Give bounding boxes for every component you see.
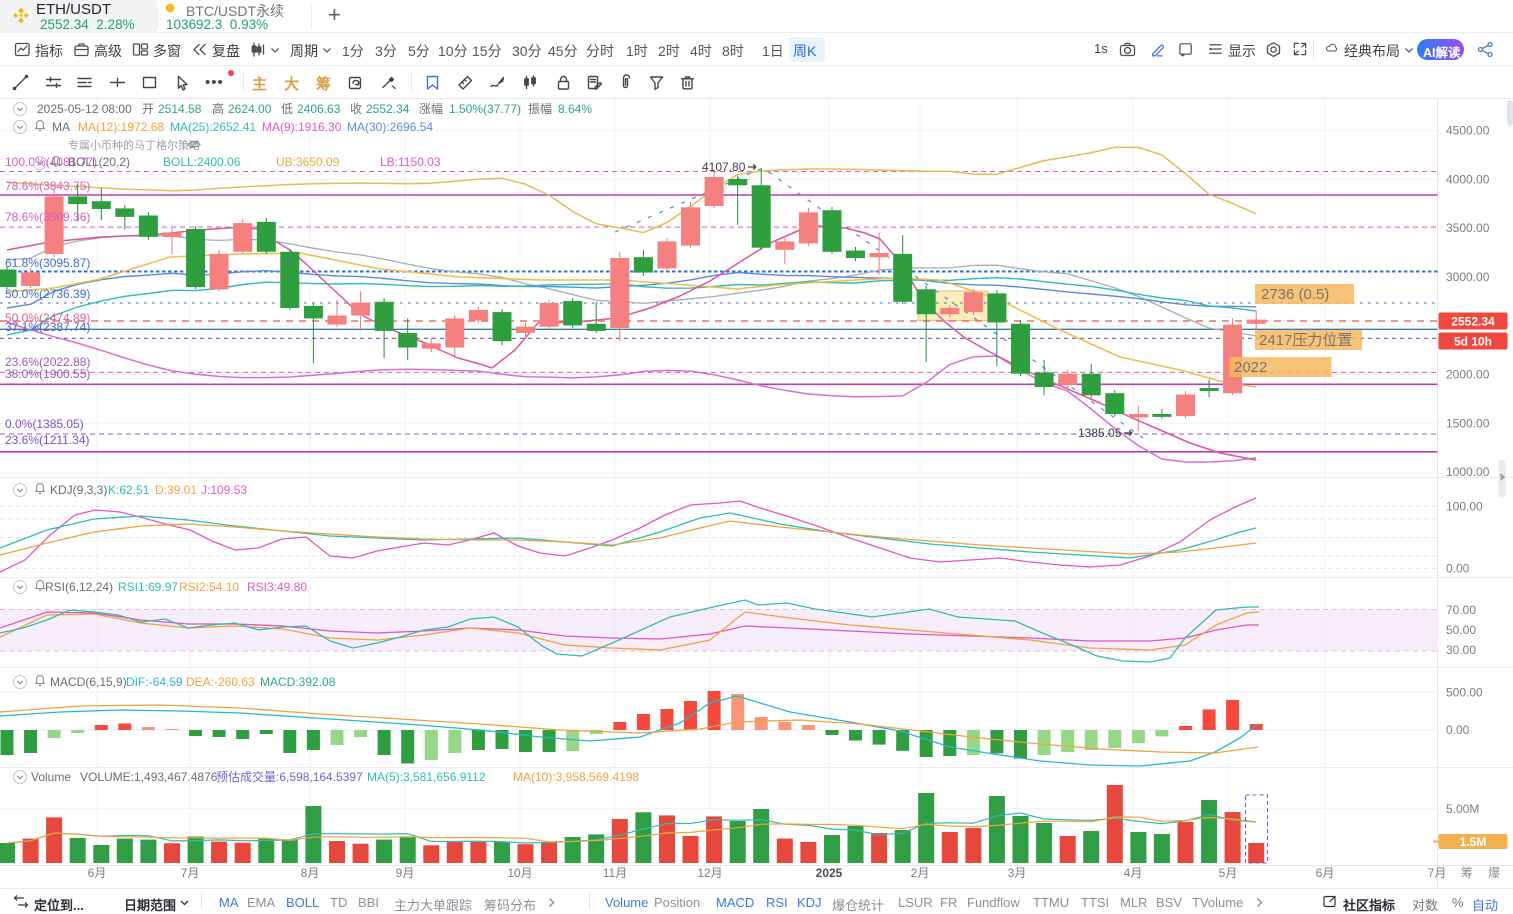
svg-text:8.64%: 8.64%: [558, 102, 592, 116]
svg-text:2417压力位置: 2417压力位置: [1259, 332, 1352, 349]
svg-text:8月: 8月: [301, 866, 320, 880]
svg-text:爆: 爆: [1488, 866, 1500, 880]
svg-text:BOLL(20,2): BOLL(20,2): [68, 155, 130, 169]
svg-text:低: 低: [281, 102, 293, 116]
svg-text:4500.00: 4500.00: [1446, 124, 1490, 138]
svg-text:2025: 2025: [816, 866, 843, 880]
svg-text:3000.00: 3000.00: [1446, 270, 1490, 284]
svg-text:50.0%(2736.39): 50.0%(2736.39): [5, 287, 90, 301]
svg-text:12月: 12月: [697, 866, 722, 880]
svg-text:MA(5):3,581,656.9112: MA(5):3,581,656.9112: [367, 770, 486, 784]
svg-text:RSI1:69.97: RSI1:69.97: [118, 580, 178, 594]
svg-text:2406.63: 2406.63: [297, 102, 341, 116]
svg-text:4107.80: 4107.80: [702, 160, 746, 174]
svg-text:0.00: 0.00: [1446, 723, 1470, 737]
svg-text:2514.58: 2514.58: [158, 102, 202, 116]
svg-text:5月: 5月: [1219, 866, 1238, 880]
svg-text:0.00: 0.00: [1446, 562, 1470, 576]
svg-text:38.0%(1900.55): 38.0%(1900.55): [5, 367, 90, 381]
svg-text:70.00: 70.00: [1446, 603, 1476, 617]
svg-text:K:62.51: K:62.51: [108, 483, 150, 497]
svg-text:23.6%(1211.34): 23.6%(1211.34): [5, 433, 90, 447]
svg-text:1385.05: 1385.05: [1078, 426, 1122, 440]
svg-text:1.50%(37.77): 1.50%(37.77): [449, 102, 521, 116]
svg-text:9月: 9月: [396, 866, 415, 880]
svg-text:0.0%(1385.05): 0.0%(1385.05): [5, 417, 84, 431]
svg-text:5.00M: 5.00M: [1446, 802, 1479, 816]
svg-text:100.00: 100.00: [1446, 500, 1483, 514]
svg-text:VOLUME:1,493,467.4876: VOLUME:1,493,467.4876: [80, 770, 218, 784]
svg-text:J:109.53: J:109.53: [201, 483, 247, 497]
svg-text:23.6%(2022.88): 23.6%(2022.88): [5, 355, 90, 369]
svg-text:2552.34: 2552.34: [1451, 315, 1495, 329]
svg-text:2552.34: 2552.34: [366, 102, 410, 116]
svg-text:4月: 4月: [1124, 866, 1143, 880]
svg-text:1000.00: 1000.00: [1446, 465, 1490, 479]
svg-text:MA(10):3,958,569.4198: MA(10):3,958,569.4198: [513, 770, 639, 784]
svg-text:30.00: 30.00: [1446, 643, 1476, 657]
svg-text:UB:3650.09: UB:3650.09: [276, 155, 340, 169]
svg-text:MA(30):2696.54: MA(30):2696.54: [347, 120, 433, 134]
svg-text:开: 开: [142, 102, 154, 116]
svg-text:MA(12):1972.68: MA(12):1972.68: [78, 120, 164, 134]
svg-text:2月: 2月: [911, 866, 930, 880]
svg-text:专属小币种的马丁格尔策略: 专属小币种的马丁格尔策略: [68, 138, 200, 152]
svg-text:50.00: 50.00: [1446, 623, 1476, 637]
svg-text:37.1%(2387.74): 37.1%(2387.74): [5, 320, 90, 334]
svg-text:1.5M: 1.5M: [1460, 835, 1487, 849]
svg-text:5d 10h: 5d 10h: [1454, 335, 1492, 349]
svg-text:2000.00: 2000.00: [1446, 368, 1490, 382]
svg-text:MACD:392.08: MACD:392.08: [260, 675, 336, 689]
svg-text:6月: 6月: [1316, 866, 1335, 880]
svg-text:78.6%(3843.75): 78.6%(3843.75): [5, 179, 90, 193]
svg-text:6月: 6月: [88, 866, 107, 880]
svg-text:高: 高: [212, 101, 224, 116]
svg-text:涨幅: 涨幅: [419, 101, 443, 116]
svg-text:RSI(6,12,24): RSI(6,12,24): [45, 580, 113, 594]
svg-text:2022: 2022: [1234, 359, 1267, 376]
svg-text:收: 收: [350, 102, 362, 116]
svg-text:MA(9):1916.30: MA(9):1916.30: [262, 120, 342, 134]
svg-text:MA: MA: [52, 120, 70, 134]
svg-text:61.8%(3095.87): 61.8%(3095.87): [5, 256, 90, 270]
svg-text:50.0%(2474.89): 50.0%(2474.89): [5, 311, 90, 325]
svg-text:D:39.01: D:39.01: [155, 483, 197, 497]
svg-text:DEA:-260.63: DEA:-260.63: [186, 675, 255, 689]
svg-text:Volume: Volume: [31, 770, 71, 784]
svg-text:KDJ(9,3,3): KDJ(9,3,3): [50, 483, 107, 497]
svg-text:4000.00: 4000.00: [1446, 172, 1490, 186]
svg-text:11月: 11月: [603, 866, 627, 880]
svg-text:78.6%(3509.36): 78.6%(3509.36): [5, 210, 90, 224]
svg-text:振幅: 振幅: [528, 101, 552, 116]
svg-text:MA(25):2652.41: MA(25):2652.41: [170, 120, 256, 134]
svg-text:RSI2:54.10: RSI2:54.10: [179, 580, 239, 594]
svg-text:3月: 3月: [1008, 866, 1027, 880]
svg-text:预估成交量:6,598,164.5397: 预估成交量:6,598,164.5397: [216, 769, 363, 784]
svg-text:LB:1150.03: LB:1150.03: [380, 155, 441, 169]
svg-text:MACD(6,15,9): MACD(6,15,9): [50, 675, 127, 689]
svg-text:500.00: 500.00: [1446, 685, 1483, 699]
svg-text:7月: 7月: [181, 866, 200, 880]
svg-text:2025-05-12 08:00: 2025-05-12 08:00: [37, 102, 132, 116]
svg-text:10月: 10月: [507, 866, 532, 880]
svg-text:3500.00: 3500.00: [1446, 221, 1490, 235]
svg-text:7月: 7月: [1428, 866, 1447, 880]
svg-text:2736 (0.5): 2736 (0.5): [1261, 286, 1329, 303]
svg-text:100.0%(4081.77): 100.0%(4081.77): [5, 155, 97, 169]
svg-text:1500.00: 1500.00: [1446, 416, 1490, 430]
svg-text:2624.00: 2624.00: [228, 102, 272, 116]
svg-text:BOLL:2400.06: BOLL:2400.06: [163, 155, 241, 169]
svg-text:RSI3:49.80: RSI3:49.80: [247, 580, 307, 594]
svg-text:筹: 筹: [1461, 866, 1473, 880]
svg-text:DIF:-64.59: DIF:-64.59: [126, 675, 183, 689]
